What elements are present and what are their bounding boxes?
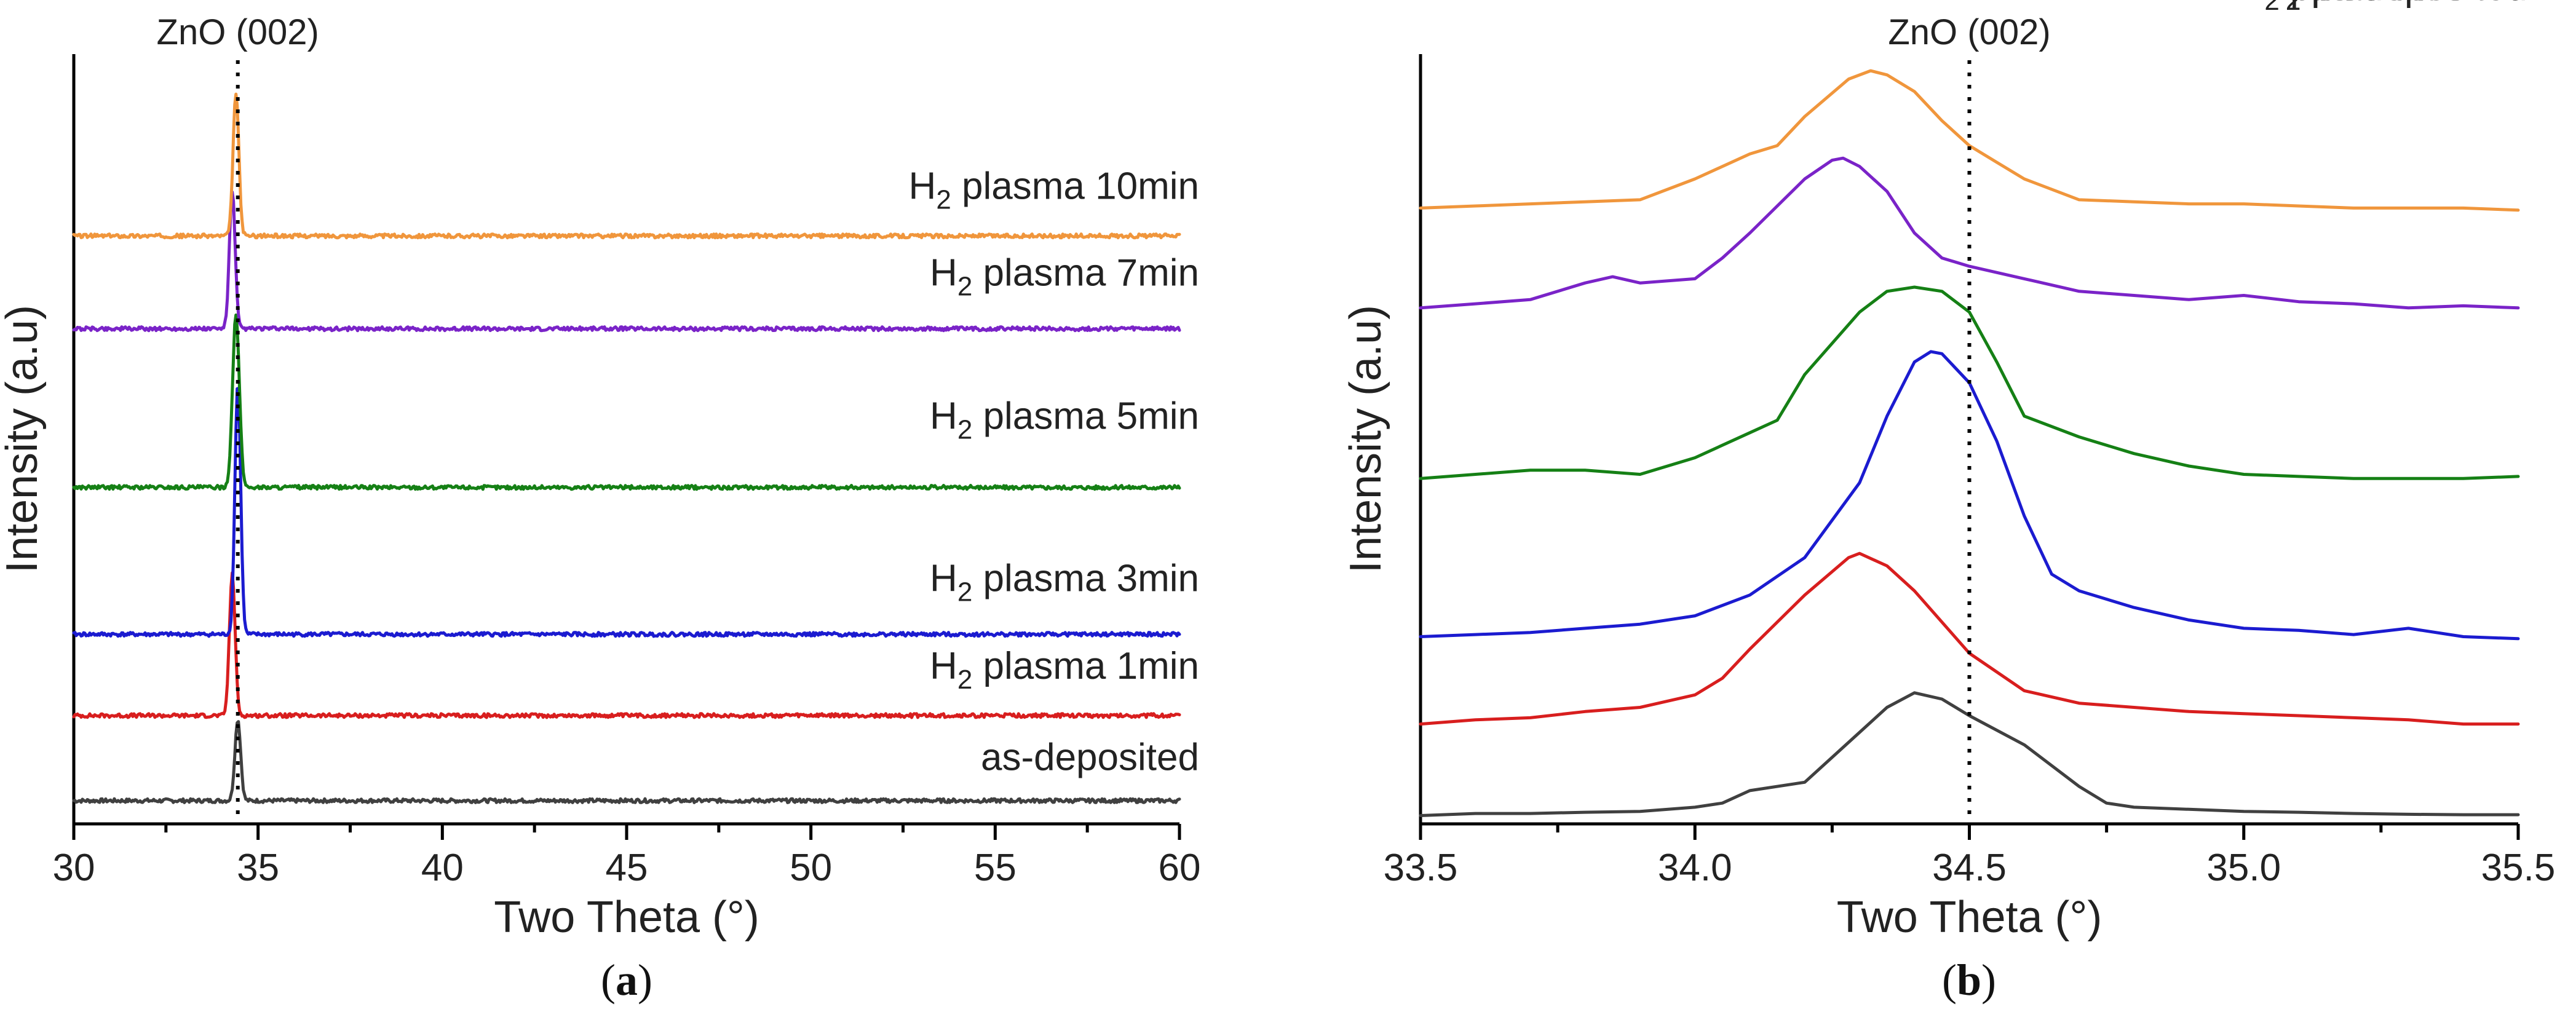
- x-tick-label: 30: [53, 847, 95, 889]
- x-tick-label: 45: [606, 847, 648, 889]
- series-label: as-deposited: [2309, 0, 2527, 9]
- series-line-2: [1419, 350, 2520, 641]
- y-axis-title: Intensity (a.u): [0, 305, 47, 573]
- series-line-3: [1419, 285, 2520, 480]
- panel-caption: (a): [601, 955, 652, 1005]
- panel-caption: (b): [1942, 955, 1996, 1005]
- x-tick-label: 33.5: [1384, 847, 1458, 889]
- series-line-1: [72, 571, 1181, 719]
- zno-002-label: ZnO (002): [157, 12, 319, 52]
- zno-002-label: ZnO (002): [1888, 12, 2050, 52]
- series-line-0: [1419, 691, 2520, 817]
- x-tick-label: 60: [1159, 847, 1201, 889]
- series-label: H2 plasma 10min: [909, 165, 1199, 215]
- series-line-3: [72, 313, 1181, 491]
- series-label: H2 plasma 1min: [2258, 0, 2527, 16]
- x-axis-title: Two Theta (°): [1837, 893, 2102, 942]
- panel-a-chart: 30 35 40 45 50 55 60 Two Theta (°) Intensity (a.…: [0, 12, 1200, 1005]
- x-tick-label: 55: [974, 847, 1017, 889]
- series-label: H2 plasma 5min: [2258, 0, 2527, 16]
- series-line-1: [1419, 552, 2520, 726]
- series-label: H2 plasma 3min: [2258, 0, 2527, 16]
- x-axis-title: Two Theta (°): [494, 893, 759, 942]
- series-line-0: [72, 720, 1181, 804]
- series-label: H2 plasma 7min: [2258, 0, 2527, 16]
- y-axis-title: Intensity (a.u): [1341, 305, 1390, 573]
- series-label: as-deposited: [981, 736, 1199, 778]
- x-tick-label: 40: [421, 847, 464, 889]
- series-line-4: [72, 190, 1181, 333]
- series-label: H2 plasma 10min: [2237, 0, 2527, 16]
- x-tick-label: 34.0: [1658, 847, 1732, 889]
- panel-b-chart: 33.5 34.0 34.5 35.0 35.5 Two Theta (°) Intensi…: [1341, 0, 2555, 1005]
- series-line-4: [1419, 156, 2520, 310]
- series-line-5: [72, 92, 1181, 240]
- series-label: H2 plasma 5min: [930, 395, 1199, 445]
- series-label: H2 plasma 1min: [930, 645, 1199, 695]
- series-label: H2 plasma 7min: [930, 252, 1199, 302]
- x-tick-label: 35.0: [2206, 847, 2281, 889]
- x-tick-label: 35: [237, 847, 279, 889]
- x-tick-label: 35.5: [2481, 847, 2556, 889]
- x-tick-label: 50: [790, 847, 832, 889]
- series-line-5: [1419, 69, 2520, 212]
- series-line-2: [72, 387, 1181, 638]
- series-label: H2 plasma 3min: [930, 558, 1199, 607]
- x-tick-label: 34.5: [1932, 847, 2007, 889]
